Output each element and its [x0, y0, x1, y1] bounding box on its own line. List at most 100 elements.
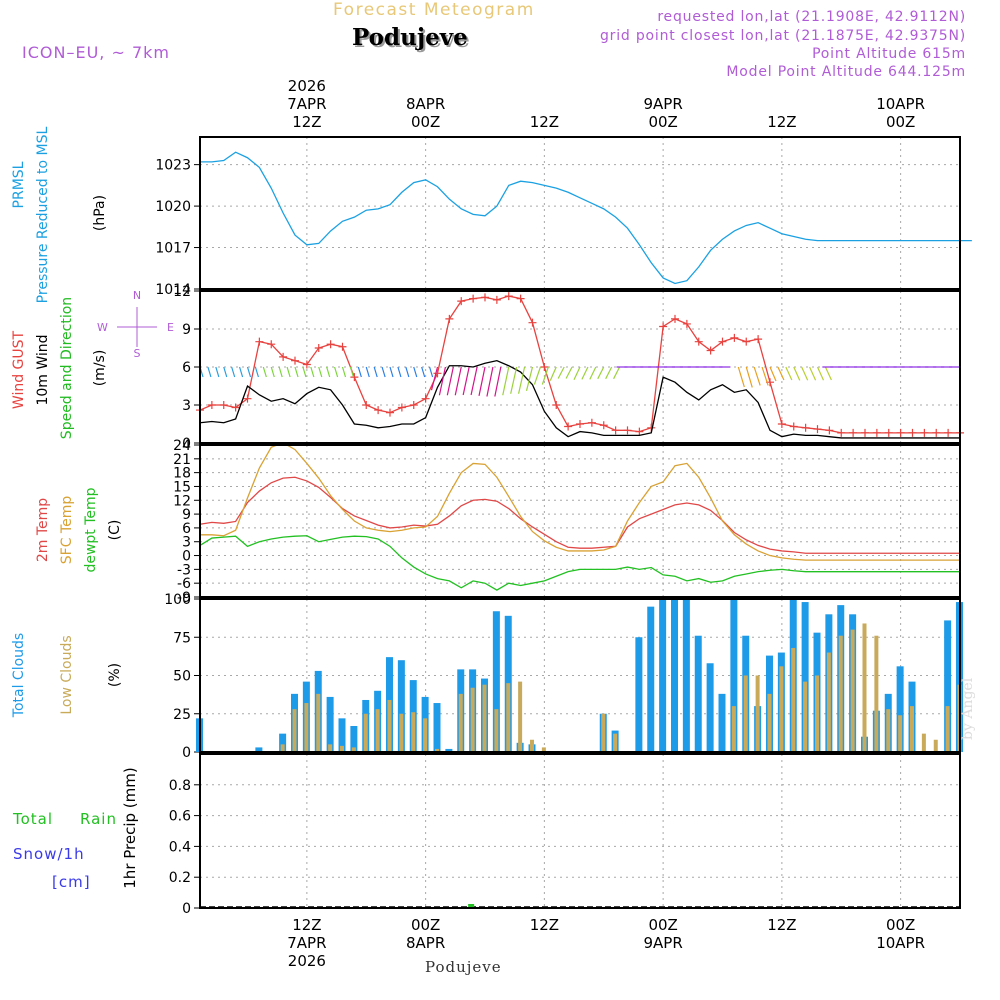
wind-arrow [785, 366, 793, 381]
low-cloud-bar [530, 739, 534, 752]
gust-marker [908, 428, 917, 437]
panel-frame-2 [199, 290, 961, 444]
time-label-top: 00Z [886, 113, 915, 131]
low-cloud-bar [755, 675, 760, 752]
compass-north: N [133, 289, 141, 302]
label-wind-gust: Wind GUST [11, 330, 27, 409]
y-tick-label: 15 [173, 479, 191, 495]
gust-marker [207, 401, 216, 409]
y-tick-label: 3 [182, 535, 191, 551]
label-percent: (%) [107, 663, 123, 687]
y-tick-label: -3 [177, 562, 191, 578]
wind-arrow [446, 366, 454, 396]
footer-location: Podujeve [425, 958, 502, 976]
y-tick-label: 1020 [155, 199, 191, 215]
low-cloud-bar [470, 687, 475, 752]
gust-marker [777, 420, 786, 428]
y-tick-label: 1014 [155, 282, 191, 298]
label-total-rain-a: Total [12, 810, 53, 828]
gust-marker [362, 401, 371, 409]
gust-marker [219, 401, 228, 409]
grid-point-coords: grid point closest lon,lat (21.1875E, 42… [599, 28, 966, 44]
low-cloud-bar [458, 693, 463, 752]
wind-arrow [793, 366, 801, 381]
low-cloud-bar [518, 681, 523, 752]
wind-arrow [510, 366, 518, 394]
gust-marker [611, 426, 620, 435]
wind-arrow [777, 366, 785, 381]
label-total-rain-b: Rain [80, 810, 117, 828]
gust-marker [469, 294, 478, 303]
gust-marker [481, 293, 489, 302]
gust-marker [338, 342, 347, 351]
y-tick-label: 9 [182, 322, 191, 338]
y-tick-label: 0.8 [169, 778, 191, 794]
label-pressure-msl: Pressure Reduced to MSL [35, 126, 51, 303]
wind-arrow [207, 366, 212, 378]
gust-marker [243, 394, 252, 403]
model-altitude: Model Point Altitude 644.125m [726, 64, 966, 80]
gust-marker [706, 346, 715, 355]
pressure-line [200, 151, 972, 285]
wind-arrow [824, 366, 832, 381]
wind-arrow [270, 366, 275, 378]
y-tick-label: 21 [173, 452, 191, 468]
gust-marker [433, 369, 442, 378]
gust-marker [659, 322, 668, 331]
wind-arrow [286, 366, 291, 378]
requested-coords: requested lon,lat (21.1908E, 42.9112N) [657, 9, 966, 25]
y-tick-label: 100 [164, 592, 191, 608]
low-cloud-bar [423, 718, 428, 752]
gust-marker [789, 422, 798, 431]
label-speed-direction: Speed and Direction [59, 297, 75, 439]
label-prmsl: PRMSL [11, 161, 27, 208]
wind-arrow [753, 366, 761, 386]
gust-marker [587, 418, 596, 427]
label-celsius: (C) [107, 520, 123, 541]
wind-arrow [761, 366, 769, 386]
total-cloud-bar [682, 599, 690, 752]
low-cloud-bar [316, 693, 321, 752]
y-tick-label: 50 [173, 669, 191, 685]
time-label-top: 8APR [406, 95, 445, 113]
compass-west: W [97, 321, 108, 334]
wind-arrow [413, 366, 418, 378]
y-tick-label: 6 [182, 521, 191, 537]
gust-marker [884, 428, 893, 437]
time-label-top: 12Z [530, 113, 559, 131]
wind-arrow [486, 366, 494, 397]
low-cloud-bar [375, 709, 380, 752]
low-cloud-bar [898, 715, 903, 752]
low-cloud-bar [304, 703, 309, 752]
y-tick-label: 12 [173, 493, 191, 509]
label-dewpt-temp: dewpt Temp [83, 487, 99, 572]
wind-arrow [430, 366, 439, 391]
label-ms: (m/s) [92, 350, 108, 387]
gust-marker [457, 297, 466, 306]
time-label-bottom: 00Z [411, 916, 440, 934]
total-cloud-bar [944, 620, 952, 752]
gust-marker [409, 401, 418, 409]
wind-arrow [809, 366, 817, 381]
gust-marker [350, 373, 359, 382]
gust-marker [813, 425, 822, 434]
low-cloud-bar [945, 706, 950, 752]
low-cloud-bar [435, 748, 439, 752]
low-cloud-bar [921, 733, 926, 752]
gust-marker [861, 428, 869, 437]
wind-arrow [494, 366, 502, 397]
gust-marker [872, 428, 881, 437]
total-cloud-bar [492, 611, 500, 752]
time-label-top: 12Z [767, 113, 796, 131]
low-cloud-bar [280, 744, 285, 752]
time-label-bottom: 2026 [288, 952, 326, 970]
total-cloud-bar [350, 725, 358, 752]
label-total-clouds: Total Clouds [11, 633, 27, 718]
compass-cross [117, 307, 157, 347]
y-tick-label: 9 [182, 507, 191, 523]
wind-arrow [549, 366, 557, 381]
gust-marker [314, 344, 323, 352]
wind-arrow [525, 366, 534, 391]
wind-arrow [254, 366, 259, 378]
